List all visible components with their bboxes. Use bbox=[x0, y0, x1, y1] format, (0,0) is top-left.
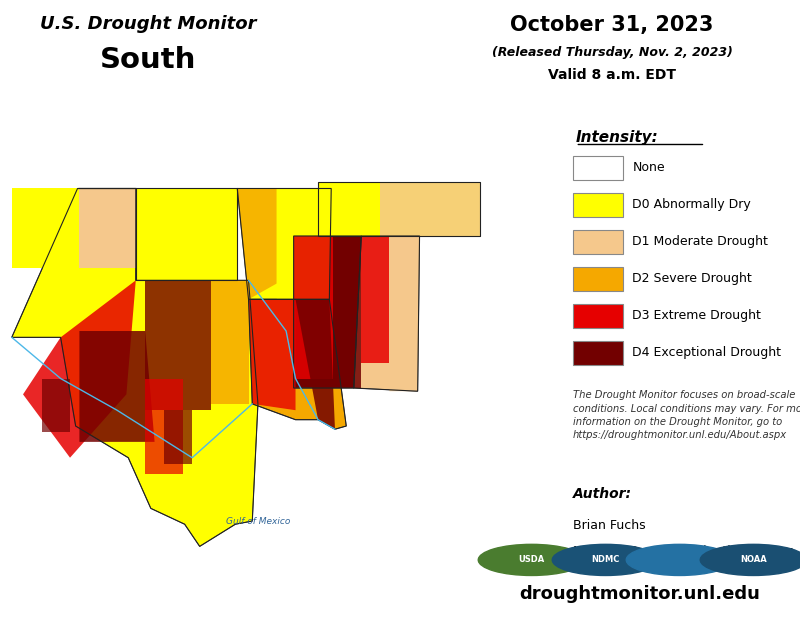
Polygon shape bbox=[249, 299, 346, 429]
Text: D0 Abnormally Dry: D0 Abnormally Dry bbox=[632, 198, 751, 211]
Text: USDA: USDA bbox=[518, 556, 545, 564]
Text: National Drought Mitigation Center: National Drought Mitigation Center bbox=[573, 544, 793, 557]
Polygon shape bbox=[238, 188, 331, 299]
Polygon shape bbox=[318, 182, 480, 236]
Polygon shape bbox=[12, 188, 258, 546]
Text: D4 Exceptional Drought: D4 Exceptional Drought bbox=[632, 346, 782, 359]
Text: Brian Fuchs: Brian Fuchs bbox=[573, 519, 646, 532]
Polygon shape bbox=[23, 281, 136, 458]
Text: D2 Severe Drought: D2 Severe Drought bbox=[632, 272, 752, 285]
Text: U.S. Drought Monitor: U.S. Drought Monitor bbox=[40, 15, 256, 33]
Text: NOAA: NOAA bbox=[740, 556, 767, 564]
Text: October 31, 2023: October 31, 2023 bbox=[510, 15, 714, 35]
Text: Intensity:: Intensity: bbox=[575, 130, 658, 145]
Polygon shape bbox=[211, 281, 249, 404]
Text: South: South bbox=[100, 46, 196, 74]
Polygon shape bbox=[380, 182, 480, 236]
Polygon shape bbox=[164, 410, 192, 464]
Polygon shape bbox=[333, 236, 362, 388]
Polygon shape bbox=[277, 188, 331, 299]
Circle shape bbox=[478, 544, 585, 575]
Circle shape bbox=[700, 544, 800, 575]
Text: None: None bbox=[632, 161, 665, 174]
Polygon shape bbox=[294, 236, 333, 378]
Polygon shape bbox=[136, 188, 238, 236]
Polygon shape bbox=[238, 188, 277, 299]
Text: Author:: Author: bbox=[573, 487, 632, 501]
Text: NDMC: NDMC bbox=[591, 556, 620, 564]
Polygon shape bbox=[145, 378, 182, 473]
Polygon shape bbox=[249, 299, 295, 410]
Text: Valid 8 a.m. EDT: Valid 8 a.m. EDT bbox=[548, 68, 676, 82]
Polygon shape bbox=[79, 188, 136, 268]
Bar bbox=[573, 303, 623, 328]
Polygon shape bbox=[79, 331, 154, 442]
Polygon shape bbox=[318, 182, 380, 236]
Text: (Released Thursday, Nov. 2, 2023): (Released Thursday, Nov. 2, 2023) bbox=[491, 46, 733, 59]
Bar bbox=[573, 341, 623, 365]
Bar bbox=[573, 193, 623, 217]
Text: droughtmonitor.unl.edu: droughtmonitor.unl.edu bbox=[519, 585, 761, 603]
Text: The Drought Monitor focuses on broad-scale
conditions. Local conditions may vary: The Drought Monitor focuses on broad-sca… bbox=[573, 391, 800, 440]
Bar bbox=[573, 156, 623, 180]
Text: D3 Extreme Drought: D3 Extreme Drought bbox=[632, 309, 762, 322]
Polygon shape bbox=[295, 299, 335, 429]
Polygon shape bbox=[42, 378, 70, 433]
Polygon shape bbox=[390, 236, 419, 391]
Circle shape bbox=[626, 544, 733, 575]
Text: D1 Moderate Drought: D1 Moderate Drought bbox=[632, 235, 768, 248]
Polygon shape bbox=[354, 236, 419, 391]
Polygon shape bbox=[362, 236, 390, 363]
Text: Gulf of Mexico: Gulf of Mexico bbox=[226, 517, 290, 525]
Bar bbox=[573, 230, 623, 254]
Bar bbox=[573, 266, 623, 290]
Polygon shape bbox=[294, 236, 362, 388]
Polygon shape bbox=[12, 188, 79, 268]
Polygon shape bbox=[145, 281, 211, 410]
Circle shape bbox=[552, 544, 659, 575]
Polygon shape bbox=[78, 188, 238, 281]
